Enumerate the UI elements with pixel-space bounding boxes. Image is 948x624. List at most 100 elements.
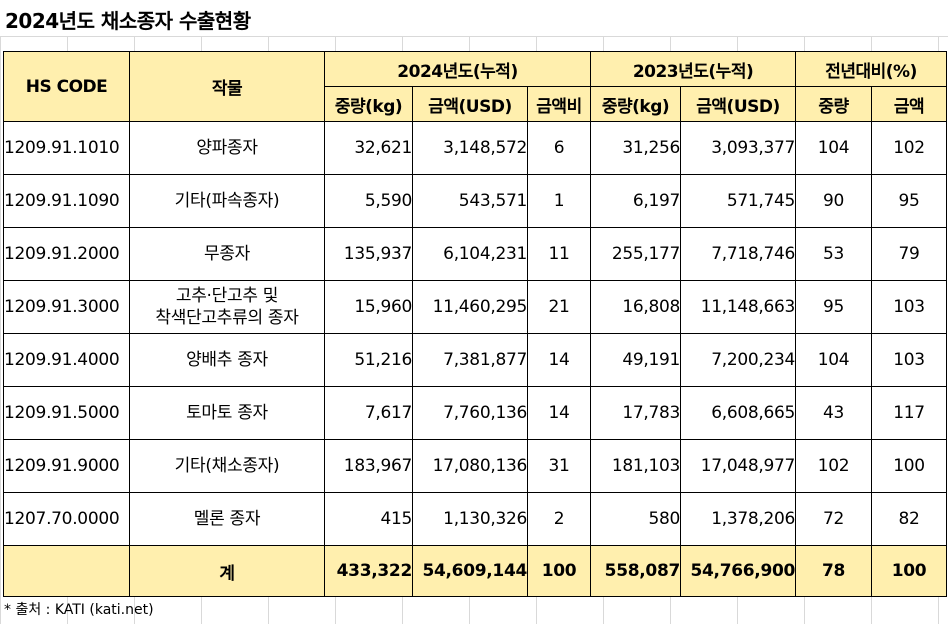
total-share-2024: 100 <box>526 545 592 597</box>
header-group-yoy: 전년대비(%) <box>795 51 948 87</box>
total-amount-2024: 54,609,144 <box>412 545 528 597</box>
hs-code-cell: 1209.91.1090 <box>3 174 130 228</box>
share-2024-cell: 2 <box>526 492 592 546</box>
header-yoy-weight: 중량 <box>795 86 873 122</box>
crop-name-line-1: 기타(채소종자) <box>174 456 280 476</box>
weight-2023-cell: 181,103 <box>590 439 682 493</box>
amount-2023-cell: 7,200,234 <box>680 333 797 387</box>
weight-2024-cell: 135,937 <box>324 227 413 281</box>
share-2024-cell: 14 <box>526 386 592 440</box>
amount-2023-cell: 3,093,377 <box>680 121 797 175</box>
weight-2023-cell: 6,197 <box>590 174 682 228</box>
yoy-amount-cell: 100 <box>871 439 948 493</box>
amount-2024-cell: 11,460,295 <box>412 280 528 334</box>
header-weight-2024: 중량(kg) <box>324 86 413 122</box>
crop-name-line-1: 멜론 종자 <box>193 509 261 529</box>
amount-2024-cell: 6,104,231 <box>412 227 528 281</box>
total-yoy-amount: 100 <box>871 545 948 597</box>
yoy-amount-cell: 103 <box>871 333 948 387</box>
crop-name-line-1: 양배추 종자 <box>186 350 268 370</box>
table-row: 1209.91.3000 고추·단고추 및 착색단고추류의 종자 15,960 11,4… <box>3 280 948 334</box>
amount-2023-cell: 1,378,206 <box>680 492 797 546</box>
table-row: 1209.91.1010 양파종자 32,621 3,148,572 6 31,256 3,… <box>3 121 948 175</box>
weight-2024-cell: 15,960 <box>324 280 413 334</box>
share-2024-cell: 1 <box>526 174 592 228</box>
hs-code-cell: 1209.91.1010 <box>3 121 130 175</box>
crop-name-line-1: 고추·단고추 및 <box>175 286 279 306</box>
total-weight-2024: 433,322 <box>324 545 413 597</box>
yoy-amount-cell: 103 <box>871 280 948 334</box>
yoy-weight-cell: 95 <box>795 280 873 334</box>
weight-2024-cell: 415 <box>324 492 413 546</box>
table-row: 1207.70.0000 멜론 종자 415 1,130,326 2 580 1,378,2… <box>3 492 948 546</box>
table-row: 1209.91.9000 기타(채소종자) 183,967 17,080,136 31 1… <box>3 439 948 493</box>
header-crop: 작물 <box>129 51 325 122</box>
share-2024-cell: 11 <box>526 227 592 281</box>
header-amount-2024: 금액(USD) <box>412 86 528 122</box>
weight-2024-cell: 183,967 <box>324 439 413 493</box>
yoy-amount-cell: 102 <box>871 121 948 175</box>
header-share-2024: 금액비 <box>526 86 592 122</box>
amount-2024-cell: 7,381,877 <box>412 333 528 387</box>
page-title: 2024년도 채소종자 수출현황 <box>5 9 251 33</box>
amount-2024-cell: 1,130,326 <box>412 492 528 546</box>
crop-name-line-1: 기타(파속종자) <box>174 191 280 211</box>
header-hs-code: HS CODE <box>3 51 130 122</box>
yoy-weight-cell: 104 <box>795 333 873 387</box>
crop-cell: 기타(채소종자) <box>129 439 325 493</box>
hs-code-cell: 1209.91.9000 <box>3 439 130 493</box>
hs-code-cell: 1209.91.4000 <box>3 333 130 387</box>
total-row: 계 433,322 54,609,144 100 558,087 54,766,… <box>3 545 948 597</box>
header-group-2024: 2024년도(누적) <box>323 51 592 87</box>
share-2024-cell: 6 <box>526 121 592 175</box>
spacer-row <box>0 37 948 51</box>
table-row: 1209.91.4000 양배추 종자 51,216 7,381,877 14 49,19… <box>3 333 948 387</box>
hs-code-cell: 1209.91.3000 <box>3 280 130 334</box>
table-row: 1209.91.1090 기타(파속종자) 5,590 543,571 1 6,197 57… <box>3 174 948 228</box>
crop-cell: 기타(파속종자) <box>129 174 325 228</box>
weight-2023-cell: 16,808 <box>590 280 682 334</box>
table-row: 1209.91.5000 토마토 종자 7,617 7,760,136 14 17,783… <box>3 386 948 440</box>
weight-2023-cell: 580 <box>590 492 682 546</box>
crop-cell: 무종자 <box>129 227 325 281</box>
crop-name-line-1: 토마토 종자 <box>186 403 268 423</box>
weight-2024-cell: 7,617 <box>324 386 413 440</box>
yoy-amount-cell: 117 <box>871 386 948 440</box>
total-label: 계 <box>129 545 325 597</box>
amount-2023-cell: 17,048,977 <box>680 439 797 493</box>
weight-2023-cell: 49,191 <box>590 333 682 387</box>
hs-code-cell: 1209.91.5000 <box>3 386 130 440</box>
yoy-weight-cell: 90 <box>795 174 873 228</box>
amount-2024-cell: 7,760,136 <box>412 386 528 440</box>
yoy-weight-cell: 104 <box>795 121 873 175</box>
weight-2023-cell: 31,256 <box>590 121 682 175</box>
weight-2023-cell: 17,783 <box>590 386 682 440</box>
hs-code-cell: 1209.91.2000 <box>3 227 130 281</box>
weight-2023-cell: 255,177 <box>590 227 682 281</box>
hs-code-cell: 1207.70.0000 <box>3 492 130 546</box>
yoy-amount-cell: 79 <box>871 227 948 281</box>
amount-2024-cell: 3,148,572 <box>412 121 528 175</box>
crop-cell: 양배추 종자 <box>129 333 325 387</box>
title-row: 2024년도 채소종자 수출현황 <box>0 0 948 37</box>
crop-cell: 토마토 종자 <box>129 386 325 440</box>
header-weight-2023: 중량(kg) <box>590 86 682 122</box>
weight-2024-cell: 32,621 <box>324 121 413 175</box>
amount-2024-cell: 17,080,136 <box>412 439 528 493</box>
crop-cell: 양파종자 <box>129 121 325 175</box>
table-body: 1209.91.1010 양파종자 32,621 3,148,572 6 31,256 3,… <box>3 121 948 546</box>
crop-cell: 멜론 종자 <box>129 492 325 546</box>
header-group-2023: 2023년도(누적) <box>590 51 797 87</box>
share-2024-cell: 14 <box>526 333 592 387</box>
crop-cell: 고추·단고추 및 착색단고추류의 종자 <box>129 280 325 334</box>
weight-2024-cell: 5,590 <box>324 174 413 228</box>
crop-name-line-1: 무종자 <box>203 244 251 264</box>
header-row-1: HS CODE 작물 2024년도(누적) 2023년도(누적) 전년대비(%) <box>3 51 948 122</box>
yoy-weight-cell: 102 <box>795 439 873 493</box>
amount-2024-cell: 543,571 <box>412 174 528 228</box>
crop-name-line-2: 착색단고추류의 종자 <box>155 308 299 328</box>
yoy-amount-cell: 82 <box>871 492 948 546</box>
total-weight-2023: 558,087 <box>590 545 682 597</box>
export-table: HS CODE 작물 2024년도(누적) 2023년도(누적) 전년대비(%)… <box>3 51 948 597</box>
yoy-weight-cell: 53 <box>795 227 873 281</box>
